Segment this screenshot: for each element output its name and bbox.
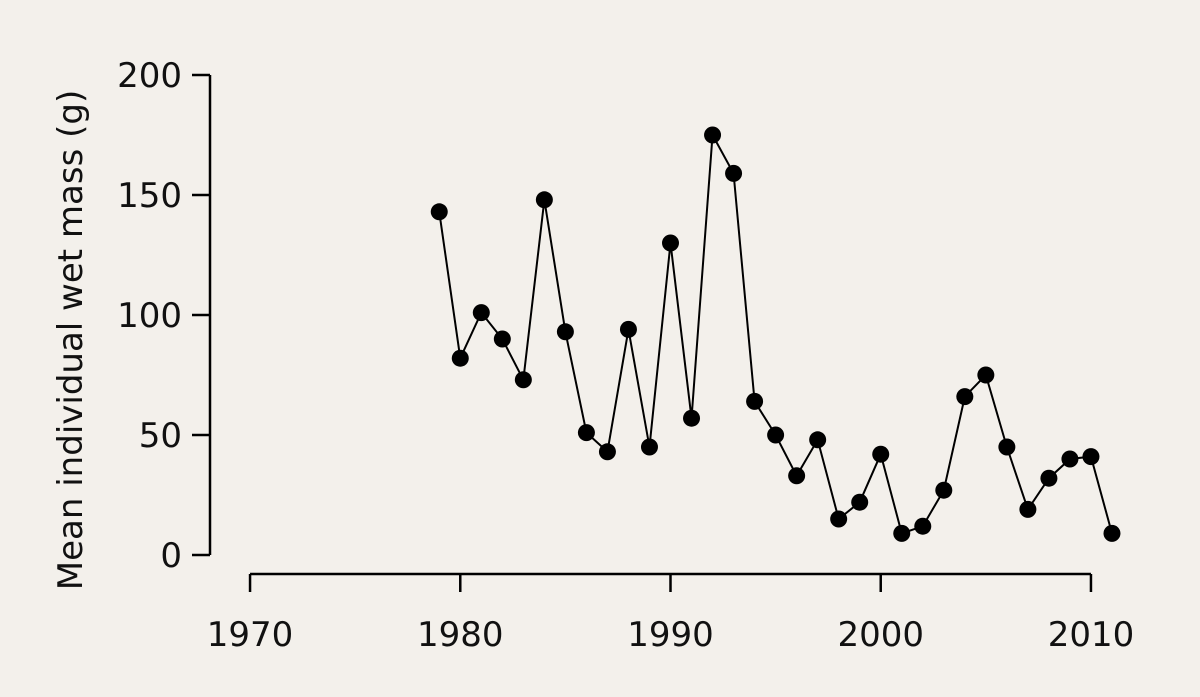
x-tick-label: 2000 bbox=[837, 615, 924, 655]
point bbox=[914, 517, 932, 535]
point bbox=[935, 481, 953, 499]
x-tick-label: 1990 bbox=[627, 615, 714, 655]
point bbox=[830, 510, 848, 528]
point bbox=[809, 431, 827, 449]
point bbox=[619, 320, 637, 338]
x-tick-label: 1970 bbox=[207, 615, 294, 655]
x-tick-label: 1980 bbox=[417, 615, 504, 655]
point bbox=[640, 438, 658, 456]
point bbox=[662, 234, 679, 252]
point bbox=[1082, 448, 1100, 466]
x-tick-label: 2010 bbox=[1048, 615, 1135, 655]
point bbox=[998, 438, 1016, 456]
y-tick-label: 200 bbox=[117, 56, 182, 96]
point bbox=[851, 493, 869, 511]
y-tick-label: 100 bbox=[117, 296, 182, 336]
point bbox=[683, 409, 701, 427]
point bbox=[1019, 500, 1037, 518]
y-axis-label: Mean individual wet mass (g) bbox=[51, 90, 91, 590]
point bbox=[493, 330, 511, 348]
point bbox=[893, 524, 911, 542]
point bbox=[556, 323, 574, 341]
point bbox=[1040, 469, 1058, 487]
point bbox=[514, 371, 532, 389]
y-tick-label: 0 bbox=[160, 536, 182, 576]
point bbox=[535, 191, 553, 209]
y-tick-label: 50 bbox=[139, 416, 182, 456]
point bbox=[767, 426, 785, 444]
point bbox=[956, 388, 974, 406]
point bbox=[1061, 450, 1079, 468]
point bbox=[472, 304, 490, 322]
point bbox=[746, 392, 764, 410]
point bbox=[1103, 524, 1121, 542]
point bbox=[451, 349, 469, 367]
point bbox=[598, 443, 616, 461]
point bbox=[872, 445, 890, 463]
y-tick-label: 150 bbox=[117, 176, 182, 216]
point bbox=[577, 424, 595, 442]
point bbox=[977, 366, 995, 384]
point bbox=[430, 203, 448, 221]
point bbox=[725, 164, 743, 182]
point bbox=[788, 467, 806, 485]
point bbox=[704, 126, 722, 144]
